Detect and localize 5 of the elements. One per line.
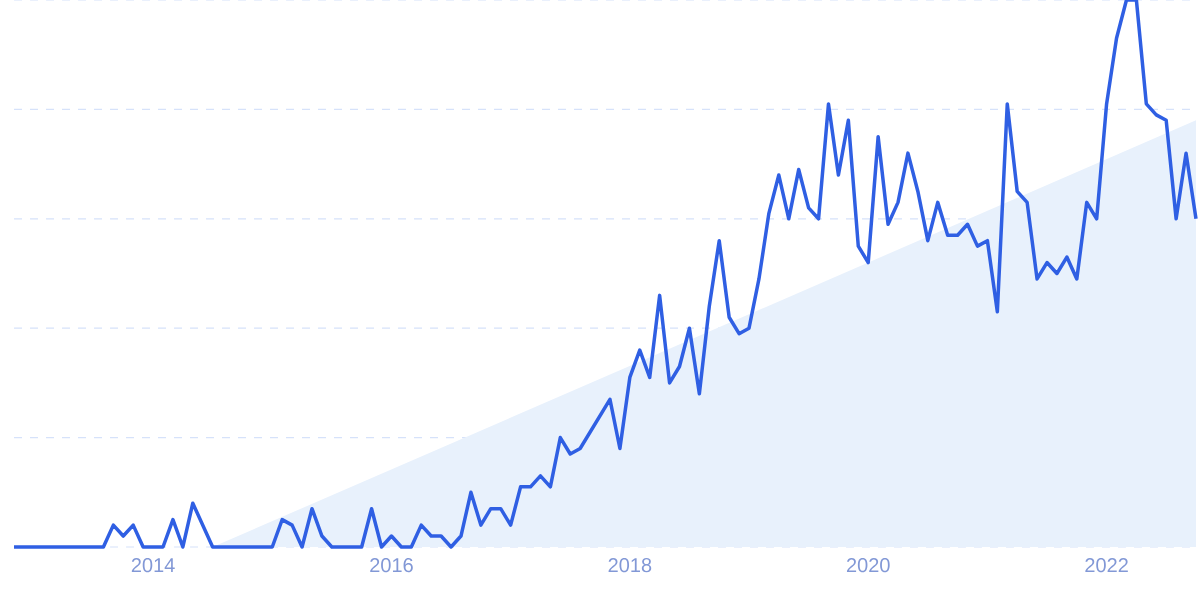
- x-tick-label: 2016: [370, 558, 413, 573]
- x-tick-label: 2022: [1085, 558, 1128, 573]
- x-tick-label: 2020: [846, 558, 890, 573]
- x-tick-label: 2018: [608, 558, 652, 573]
- x-tick-label: 2014: [131, 558, 175, 573]
